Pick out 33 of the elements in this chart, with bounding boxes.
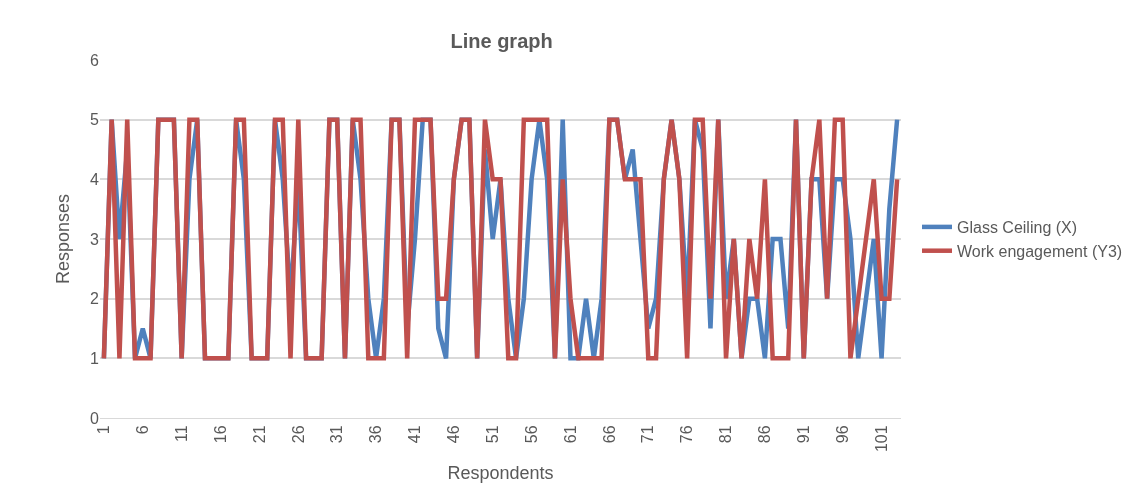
y-tick-label: 3: [90, 230, 100, 248]
x-tick-label: 21: [250, 425, 268, 444]
x-tick-label: 51: [483, 425, 501, 444]
x-tick-label: 16: [211, 425, 229, 444]
x-tick-label: 11: [172, 425, 190, 443]
y-axis-title: Responses: [53, 193, 74, 285]
y-tick-label: 0: [90, 409, 100, 427]
x-tick-label: 101: [872, 425, 890, 453]
x-tick-label: 36: [367, 425, 385, 444]
x-tick-label: 66: [600, 425, 618, 444]
x-tick-label: 76: [678, 425, 696, 444]
x-tick-label: 6: [133, 425, 151, 435]
line-series: [101, 117, 900, 361]
x-tick-label: 86: [756, 425, 774, 444]
x-axis-title: Respondents: [447, 463, 554, 484]
y-tick-label: 5: [90, 111, 100, 129]
y-tick-label: 6: [90, 51, 100, 69]
x-tick-label: 71: [639, 425, 657, 444]
y-tick-label: 4: [90, 170, 100, 188]
x-tick-label: 31: [328, 425, 346, 444]
chart-title: Line graph: [450, 30, 553, 53]
legend-label: Work engagement (Y3): [957, 242, 1123, 260]
legend-label: Glass Ceiling (X): [957, 219, 1078, 237]
x-tick-label: 46: [445, 425, 463, 444]
x-tick-label: 26: [289, 425, 307, 444]
x-tick-label: 56: [522, 425, 540, 444]
y-tick-label: 1: [90, 349, 100, 367]
x-tick-label: 91: [794, 425, 812, 444]
x-tick-label: 96: [833, 425, 851, 444]
x-tick-label: 41: [406, 425, 424, 444]
x-tick-label: 81: [717, 425, 735, 444]
y-tick-label: 2: [90, 290, 100, 308]
x-tick-label: 61: [561, 425, 579, 444]
